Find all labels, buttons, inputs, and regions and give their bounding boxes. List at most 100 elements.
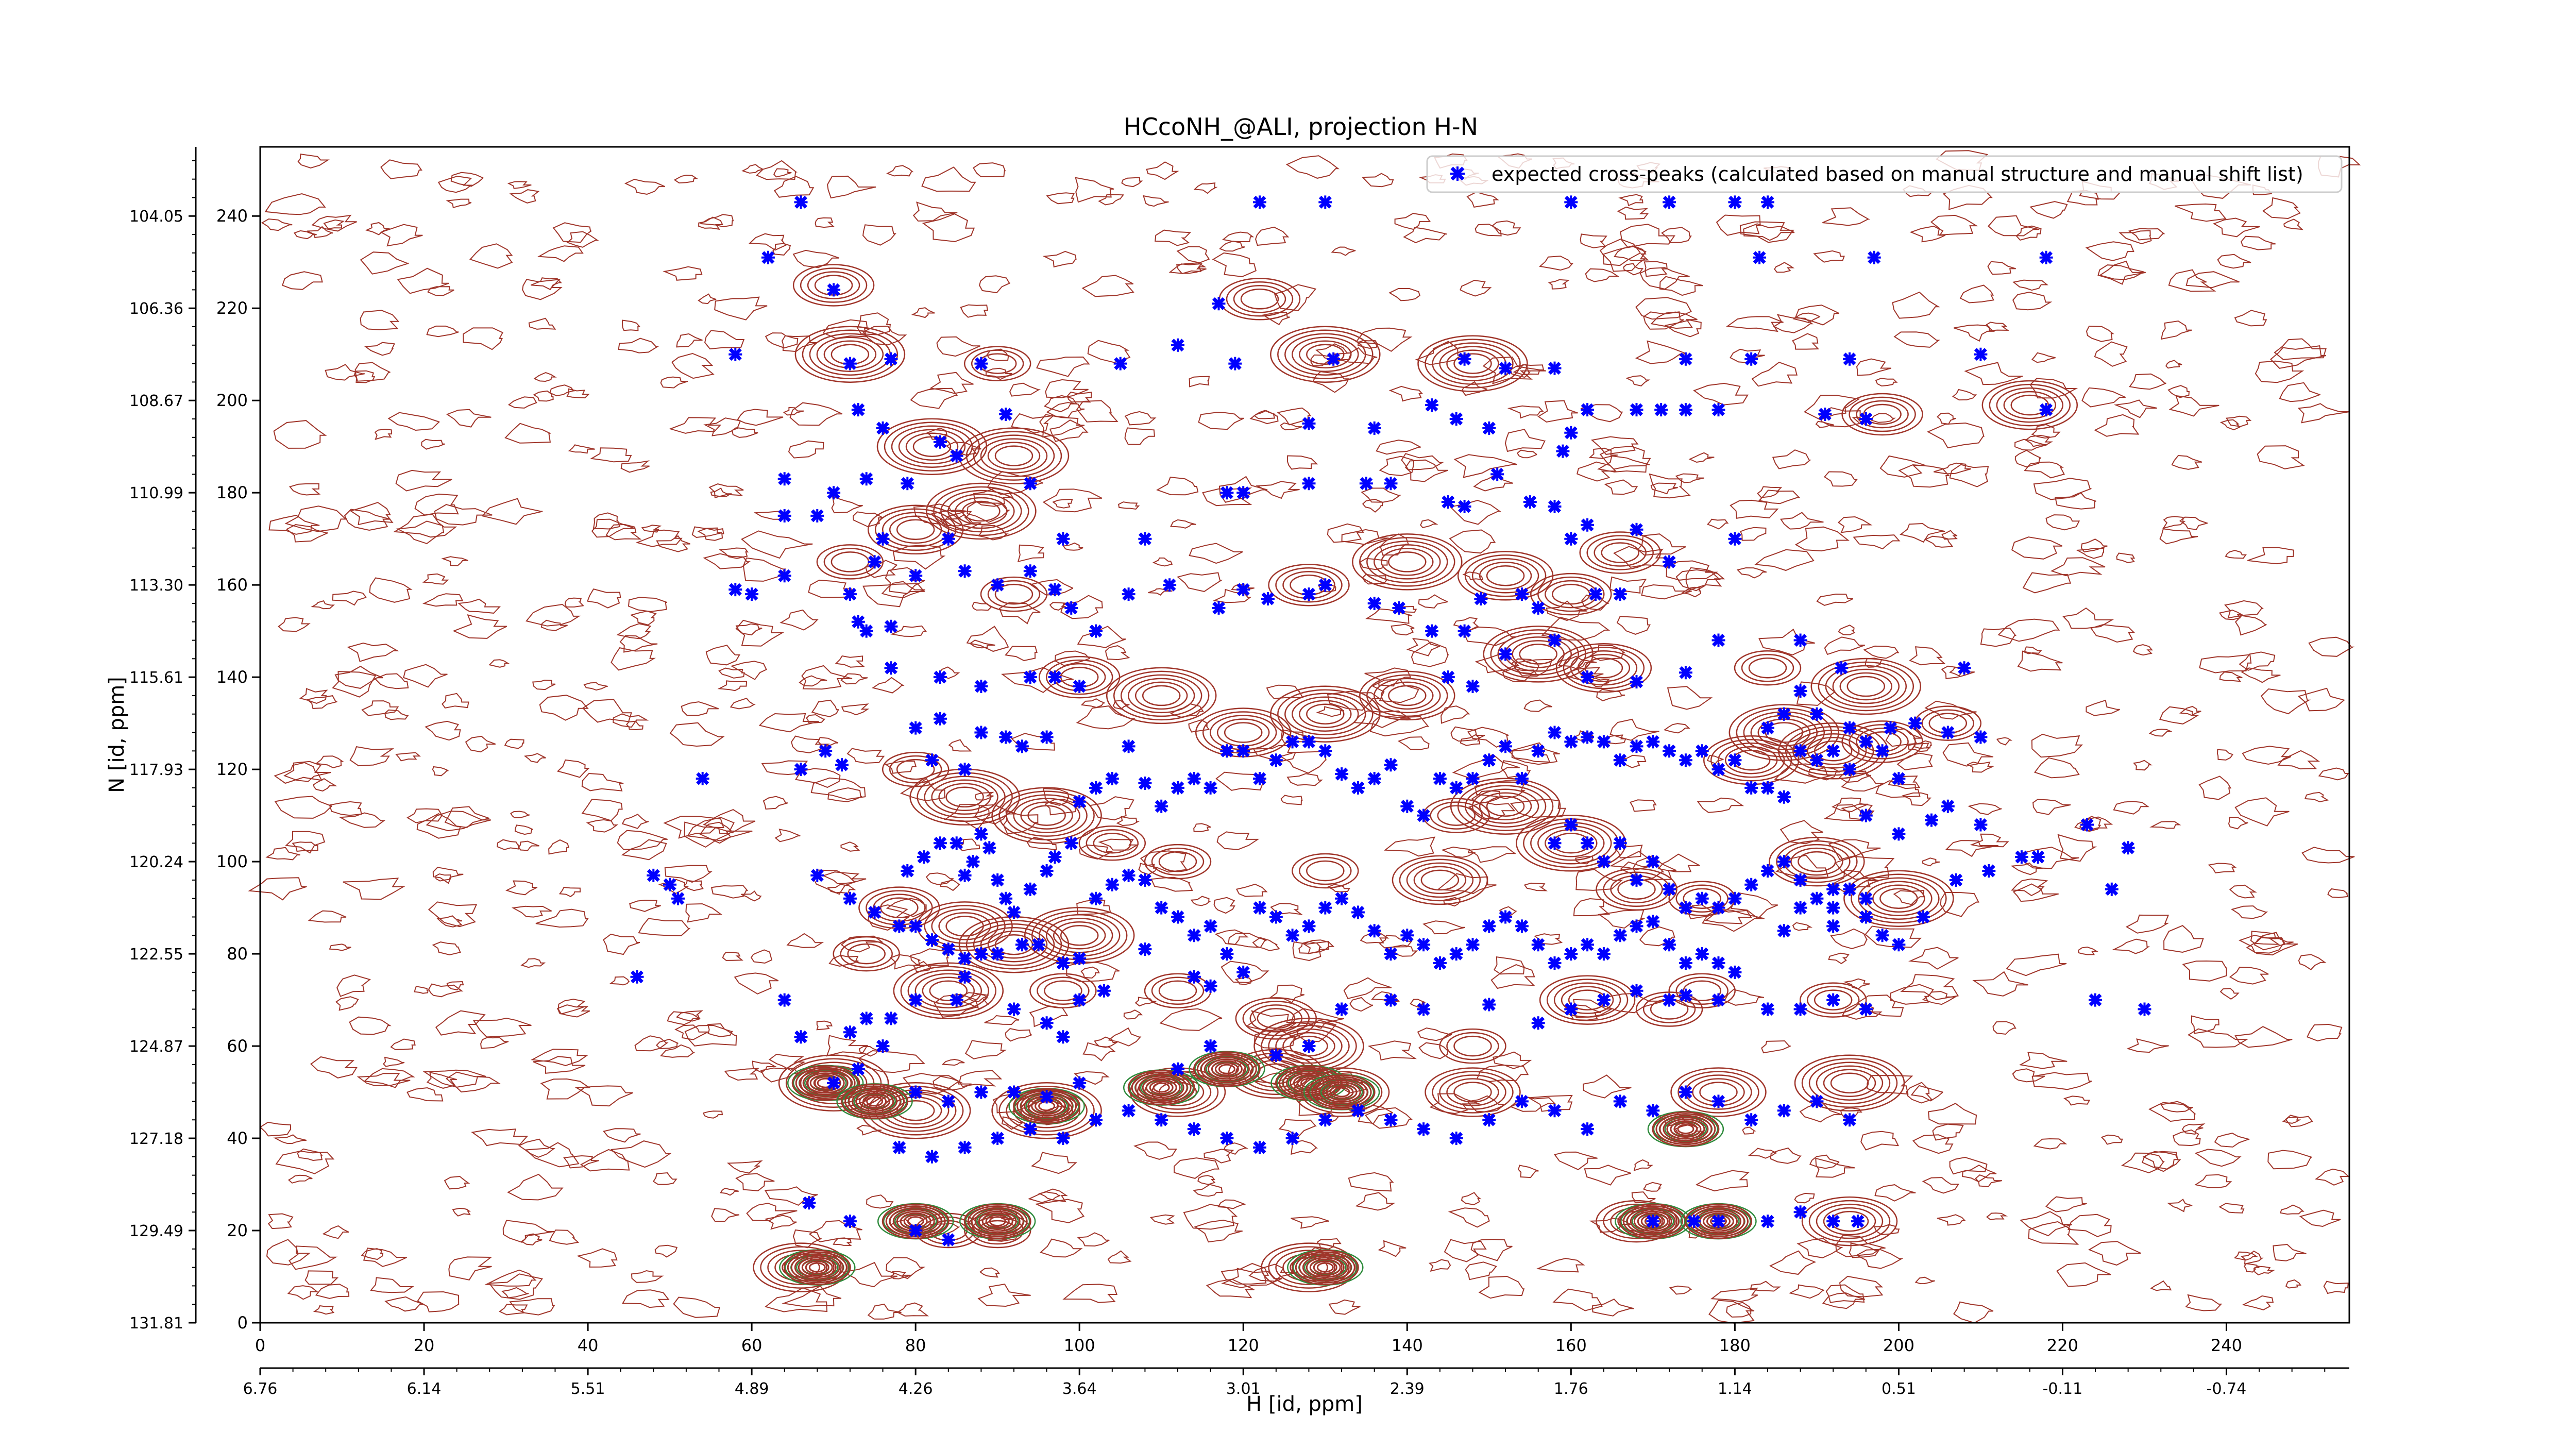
peak-contour xyxy=(1806,737,1860,765)
cross-peak-marker xyxy=(1417,1122,1431,1136)
cross-peak-marker xyxy=(1482,753,1496,767)
cross-peak-marker xyxy=(663,878,677,891)
cross-peak-marker xyxy=(1105,772,1119,785)
noise-contour xyxy=(2175,203,2227,222)
noise-contour xyxy=(1193,1184,1223,1197)
chart-title: HCcoNH_@ALI, projection H-N xyxy=(1124,113,1478,141)
noise-contour xyxy=(2015,225,2042,241)
noise-contour xyxy=(1035,1199,1085,1223)
noise-contour xyxy=(773,168,792,178)
x-ppm-axis: 6.76 6.14 5.51 4.89 4.26 3.64 3.01 2.39 1.76 1.14… xyxy=(243,1367,2349,1398)
cross-peak-marker xyxy=(1581,518,1595,532)
peak-contour xyxy=(1570,650,1638,686)
peak-contour xyxy=(973,434,1055,477)
noise-contour xyxy=(2194,1174,2232,1189)
noise-contour xyxy=(2198,776,2232,800)
noise-contour xyxy=(425,720,461,741)
noise-contour xyxy=(1043,395,1078,413)
noise-contour xyxy=(488,659,510,668)
noise-contour xyxy=(1055,650,1090,666)
noise-contour xyxy=(764,1215,797,1230)
noise-contour xyxy=(2050,557,2106,577)
cross-peak-marker xyxy=(1040,864,1054,878)
noise-contour xyxy=(2262,197,2301,220)
peak-contour xyxy=(1806,986,1860,1014)
noise-contour xyxy=(1650,311,1698,329)
peak-contour xyxy=(896,519,935,541)
noise-contour xyxy=(2011,878,2048,897)
noise-contour xyxy=(827,787,862,802)
noise-contour xyxy=(1972,971,2028,997)
noise-contour xyxy=(2253,1266,2276,1276)
cross-peak-marker xyxy=(1843,352,1856,366)
cross-peak-marker xyxy=(1515,919,1529,933)
strong-peak-contour xyxy=(1127,1070,1195,1106)
peak-contour xyxy=(1388,685,1427,706)
noise-contour xyxy=(2119,230,2152,244)
noise-contour xyxy=(1349,997,1374,1012)
noise-contour xyxy=(698,293,717,305)
cross-peak-marker xyxy=(1302,587,1316,601)
noise-contour xyxy=(452,614,507,639)
noise-contour xyxy=(1449,500,1501,525)
noise-contour xyxy=(1478,1275,1525,1299)
noise-contour xyxy=(265,847,300,861)
peak-contour xyxy=(1270,326,1381,383)
cross-peak-marker xyxy=(827,486,841,500)
y-ppm-tick-label: 124.87 xyxy=(129,1038,183,1056)
y-ppm-tick-label: 106.36 xyxy=(129,300,183,318)
noise-contour xyxy=(532,679,556,690)
noise-contour xyxy=(719,547,749,559)
peak-contour xyxy=(1306,860,1345,882)
noise-contour xyxy=(1792,922,1813,931)
noise-contour xyxy=(656,535,690,552)
noise-contour xyxy=(1706,518,1729,530)
noise-contour xyxy=(603,1128,641,1143)
noise-contour xyxy=(2217,749,2233,761)
cross-peak-marker xyxy=(1974,818,1988,832)
noise-contour xyxy=(287,1174,313,1184)
noise-contour xyxy=(1949,464,1989,487)
cross-peak-marker xyxy=(1810,1094,1824,1108)
cross-peak-marker xyxy=(941,532,955,546)
cross-peak-marker xyxy=(1949,873,1963,887)
noise-contour xyxy=(944,804,990,830)
noise-contour xyxy=(556,759,590,778)
cross-peak-marker xyxy=(901,477,914,491)
noise-contour xyxy=(765,332,799,349)
noise-contour xyxy=(1927,422,1985,449)
cross-peak-marker xyxy=(1793,684,1807,698)
peak-contour xyxy=(1374,544,1441,580)
peak-contour xyxy=(1734,650,1802,686)
noise-contour xyxy=(275,1150,335,1174)
cross-peak-marker xyxy=(1449,412,1463,426)
noise-contour xyxy=(406,808,443,823)
peak-contour xyxy=(1483,626,1594,683)
noise-contour xyxy=(683,880,704,891)
cross-peak-marker xyxy=(1777,790,1791,804)
peak-contour xyxy=(1420,869,1460,891)
noise-contour xyxy=(2167,385,2190,398)
peak-contour xyxy=(1849,724,1916,760)
noise-contour xyxy=(2086,699,2120,716)
noise-contour xyxy=(959,1070,1003,1087)
cross-peak-marker xyxy=(843,891,857,905)
x-tick-label: 220 xyxy=(2047,1336,2078,1355)
noise-contour xyxy=(1040,1238,1083,1258)
noise-contour xyxy=(2113,399,2157,418)
strong-peak-contour xyxy=(1666,1118,1705,1140)
noise-contour xyxy=(1417,1027,1452,1041)
noise-contour xyxy=(620,460,650,473)
peak-contour xyxy=(1808,1200,1891,1243)
noise-contour xyxy=(1792,312,1821,324)
noise-contour xyxy=(1327,884,1350,892)
peak-contour xyxy=(998,790,1095,840)
noise-contour xyxy=(2219,419,2241,431)
cross-peak-marker xyxy=(1171,1062,1184,1076)
peak-contour xyxy=(1584,657,1623,679)
y-tick-label: 200 xyxy=(216,391,248,410)
noise-contour xyxy=(2257,445,2305,469)
strong-peak-contour xyxy=(1218,1064,1235,1074)
noise-contour xyxy=(457,598,501,614)
noise-contour xyxy=(1573,898,1611,917)
